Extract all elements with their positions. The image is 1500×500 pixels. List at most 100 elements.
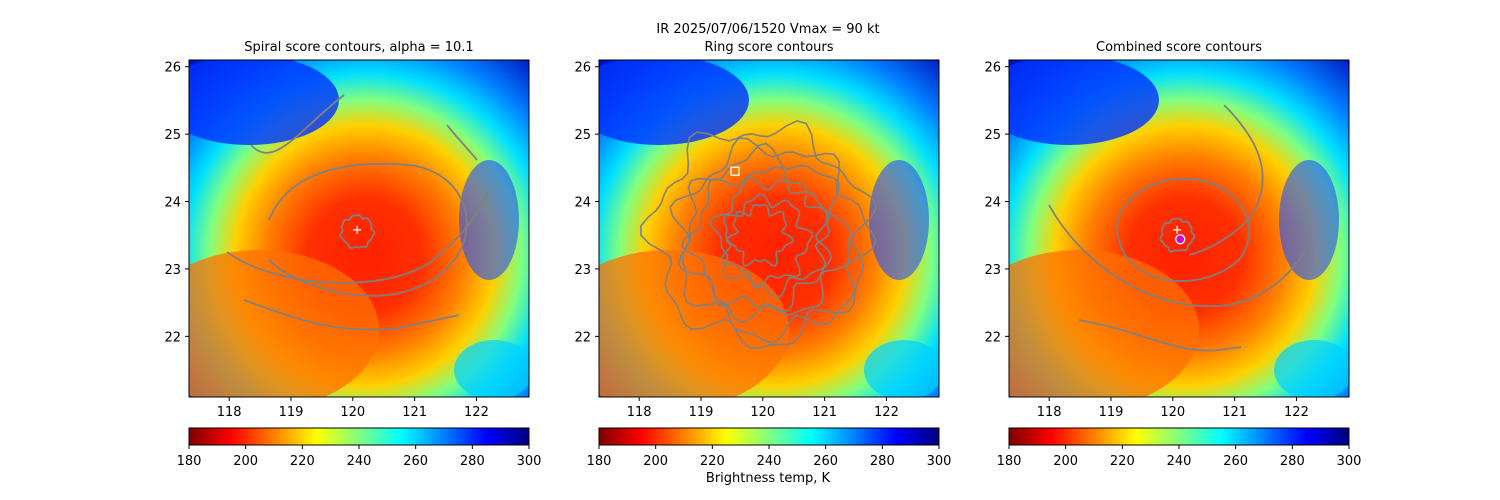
cold-patch [1279, 160, 1339, 280]
panel-title: Ring score contours [704, 40, 833, 55]
contour-line [446, 124, 478, 161]
contour-line [226, 189, 490, 284]
axes-frame [598, 59, 940, 398]
colorbar-tick-label: 200 [643, 454, 668, 469]
colorbar-tick-label: 240 [757, 454, 782, 469]
colorbar-tick-label: 200 [1053, 454, 1078, 469]
contour-line [1078, 319, 1242, 352]
x-tick-label: 119 [279, 405, 304, 420]
y-tick-label: 25 [574, 128, 591, 143]
brightness-temp-image [189, 60, 529, 397]
x-tick-label: 120 [340, 405, 365, 420]
x-tick-label: 122 [874, 405, 899, 420]
center-plus-marker [353, 225, 362, 234]
contour-line [709, 177, 831, 299]
y-tick-label: 22 [984, 330, 1001, 345]
y-tick-label: 22 [574, 330, 591, 345]
contour-line [669, 137, 877, 344]
cold-patch [1009, 60, 1159, 145]
warm-band [599, 250, 789, 397]
contour-line [243, 299, 460, 331]
x-tick-label: 120 [750, 405, 775, 420]
y-tick-label: 26 [984, 61, 1001, 76]
x-tick-label: 121 [402, 405, 427, 420]
colorbar-label: Brightness temp, K [705, 471, 831, 486]
colorbar [598, 427, 940, 446]
colorbar-tick-label: 300 [1337, 454, 1362, 469]
y-tick-label: 24 [574, 196, 591, 211]
colorbar-tick-label: 280 [1280, 454, 1305, 469]
center-square-marker [730, 166, 740, 176]
colorbar [1008, 427, 1350, 446]
cold-patch [599, 60, 749, 145]
x-tick-label: 119 [1099, 405, 1124, 420]
contour-line [250, 94, 345, 154]
colorbar-tick-label: 220 [700, 454, 725, 469]
contour-line [1048, 204, 1310, 308]
y-tick-label: 23 [164, 263, 181, 278]
colorbar-tick-label: 200 [233, 454, 258, 469]
score-contours [1048, 104, 1310, 352]
y-tick-label: 23 [574, 263, 591, 278]
colorbar-tick-label: 300 [927, 454, 952, 469]
cold-patch [864, 340, 939, 397]
score-contours [226, 94, 490, 331]
contour-line [339, 214, 376, 250]
colorbar-tick-label: 260 [403, 454, 428, 469]
panel-ring: Ring score contours 118 119 120 121 122 22 23 24… [574, 40, 952, 469]
brightness-temp-image [1009, 60, 1349, 397]
colorbar-tick-label: 260 [813, 454, 838, 469]
y-tick-label: 26 [164, 61, 181, 76]
x-tick-label: 118 [217, 405, 242, 420]
y-tick-label: 25 [164, 128, 181, 143]
contour-line [1159, 217, 1196, 253]
center-plus-marker [1173, 225, 1182, 234]
colorbar-tick-label: 240 [1167, 454, 1192, 469]
contour-line [677, 142, 852, 323]
contour-line [681, 165, 833, 313]
y-tick-label: 25 [984, 128, 1001, 143]
colorbar-tick-label: 280 [870, 454, 895, 469]
contour-line [640, 119, 878, 349]
colorbar-tick-label: 240 [347, 454, 372, 469]
colorbar-tick-label: 180 [177, 454, 202, 469]
panel-spiral: Spiral score contours, alpha = 10.1 118 11… [164, 40, 542, 469]
x-tick-label: 118 [627, 405, 652, 420]
colorbar-tick-label: 180 [997, 454, 1022, 469]
score-contours [640, 119, 878, 349]
colorbar-tick-label: 300 [517, 454, 542, 469]
y-tick-label: 23 [984, 263, 1001, 278]
contour-line [725, 203, 795, 267]
contour-line [268, 162, 468, 297]
x-tick-label: 122 [1284, 405, 1309, 420]
panel-title: Combined score contours [1096, 40, 1262, 55]
x-tick-label: 121 [812, 405, 837, 420]
contour-line [720, 193, 813, 290]
brightness-temp-image [599, 60, 939, 397]
colorbar-tick-label: 220 [290, 454, 315, 469]
x-tick-label: 121 [1222, 405, 1247, 420]
center-circle-marker [1175, 234, 1186, 245]
axes-frame [188, 59, 530, 398]
y-tick-label: 24 [164, 196, 181, 211]
x-tick-label: 122 [464, 405, 489, 420]
cold-patch [459, 160, 519, 280]
x-tick-label: 118 [1037, 405, 1062, 420]
warm-band [189, 250, 379, 397]
contour-line [1188, 104, 1264, 256]
colorbar-tick-label: 180 [587, 454, 612, 469]
cold-patch [189, 60, 339, 145]
axes-frame [1008, 59, 1350, 398]
cold-patch [869, 160, 929, 280]
colorbar-tick-label: 280 [460, 454, 485, 469]
colorbar [188, 427, 530, 446]
warm-band [1009, 250, 1199, 397]
y-tick-label: 26 [574, 61, 591, 76]
cold-patch [1274, 340, 1349, 397]
panel-title: Spiral score contours, alpha = 10.1 [244, 40, 473, 55]
figure-suptitle: IR 2025/07/06/1520 Vmax = 90 kt [656, 22, 880, 37]
x-tick-label: 119 [689, 405, 714, 420]
contour-line [1116, 177, 1251, 282]
cold-patch [454, 340, 529, 397]
